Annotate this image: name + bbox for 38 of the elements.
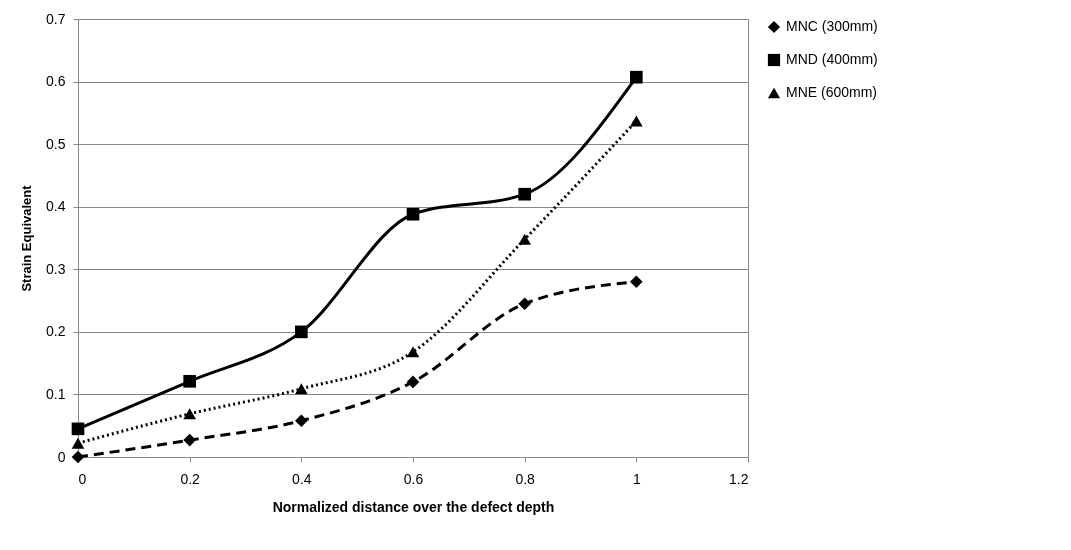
x-tick-label: 1.2 bbox=[729, 470, 749, 487]
point bbox=[295, 325, 308, 339]
legend-label: MNC (300mm) bbox=[786, 18, 878, 34]
x-tick-label: 0.4 bbox=[292, 470, 312, 487]
point bbox=[406, 207, 420, 221]
point bbox=[630, 70, 643, 84]
point bbox=[295, 383, 308, 395]
point bbox=[406, 375, 420, 389]
point bbox=[518, 187, 531, 201]
point bbox=[71, 450, 85, 464]
y-tick-label: 0.4 bbox=[46, 198, 66, 215]
point bbox=[518, 297, 531, 311]
point bbox=[518, 233, 531, 245]
point bbox=[71, 437, 85, 449]
y-tick-label: 0.3 bbox=[46, 260, 66, 277]
point bbox=[630, 275, 643, 289]
legend-label: MNE (600mm) bbox=[786, 84, 878, 100]
y-tick-label: 0.1 bbox=[46, 385, 66, 402]
x-tick-label: 0 bbox=[78, 470, 87, 487]
point bbox=[183, 374, 196, 388]
x-tick-label: 0.8 bbox=[515, 470, 536, 487]
point bbox=[183, 408, 196, 420]
legend-label: MND (400mm) bbox=[786, 51, 878, 67]
y-tick-label: 0.6 bbox=[46, 73, 66, 90]
point bbox=[630, 115, 643, 127]
point bbox=[71, 422, 85, 436]
point bbox=[406, 346, 420, 358]
y-tick-label: 0 bbox=[57, 448, 66, 465]
y-axis-title: Strain Equivalent bbox=[19, 184, 35, 292]
x-axis-title: Normalized distance over the defect depth bbox=[272, 498, 555, 515]
x-tick-label: 1 bbox=[632, 470, 641, 487]
y-tick-label: 0.5 bbox=[46, 135, 66, 152]
point bbox=[295, 414, 308, 428]
x-tick-label: 0.2 bbox=[180, 470, 201, 487]
point bbox=[183, 433, 196, 447]
y-tick-label: 0.7 bbox=[46, 10, 66, 27]
y-tick-label: 0.2 bbox=[46, 323, 66, 340]
x-tick-label: 0.6 bbox=[403, 470, 424, 487]
